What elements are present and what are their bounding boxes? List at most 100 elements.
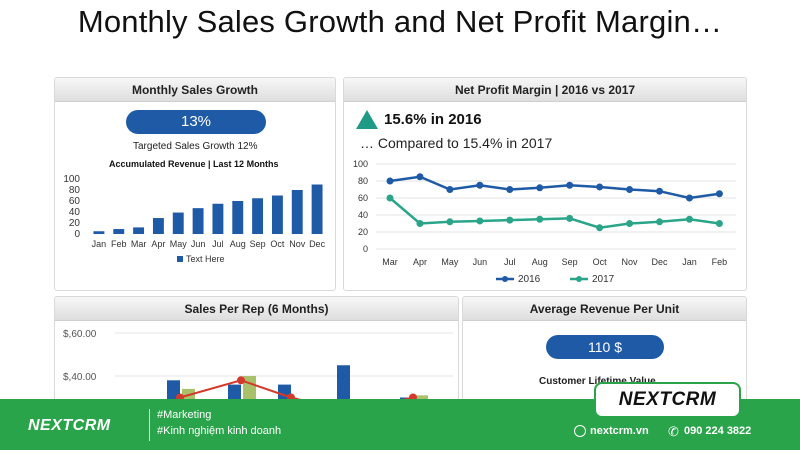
x-tick-label: Feb bbox=[712, 257, 728, 267]
data-point bbox=[685, 194, 693, 202]
revenue-bar bbox=[291, 190, 303, 234]
data-point bbox=[656, 218, 664, 226]
data-point bbox=[506, 216, 514, 224]
y-tick-label: 40 bbox=[358, 210, 368, 220]
net-profit-headline: 15.6% in 2016 bbox=[384, 111, 482, 128]
y-tick-label: 20 bbox=[358, 227, 368, 237]
sales-per-rep-chart: $,60.00 $,40.00 bbox=[63, 329, 453, 405]
legend-marker bbox=[576, 276, 582, 282]
x-tick-label: May bbox=[441, 257, 459, 267]
brand-logo-left[interactable]: NEXTCRM bbox=[28, 417, 111, 434]
x-tick-label: Apr bbox=[413, 257, 427, 267]
data-point bbox=[596, 183, 604, 191]
sales-per-rep-panel: Sales Per Rep (6 Months) $,60.00 $,40.00 bbox=[54, 296, 459, 406]
x-tick-label: Feb bbox=[111, 239, 127, 249]
tag-kinh-nghiem[interactable]: #Kinh nghiệm kinh doanh bbox=[157, 425, 282, 437]
data-point bbox=[386, 194, 394, 202]
y-tick-label: 80 bbox=[69, 185, 81, 196]
revenue-bar bbox=[113, 229, 125, 234]
x-tick-label: Jun bbox=[473, 257, 488, 267]
data-point bbox=[596, 224, 604, 232]
tag-marketing[interactable]: #Marketing bbox=[157, 409, 212, 421]
rep-line-point bbox=[237, 376, 245, 385]
data-point bbox=[416, 173, 424, 181]
x-tick-label: Aug bbox=[230, 239, 246, 249]
y-tick-label: 20 bbox=[69, 218, 81, 229]
revenue-bar bbox=[152, 218, 164, 234]
data-point bbox=[446, 186, 454, 193]
data-point bbox=[626, 186, 634, 193]
data-point bbox=[536, 215, 544, 223]
x-tick-label: Jul bbox=[504, 257, 516, 267]
x-tick-label: Dec bbox=[309, 239, 326, 249]
x-tick-label: May bbox=[170, 239, 188, 249]
data-point bbox=[656, 187, 664, 195]
avg-revenue-panel-title: Average Revenue Per Unit bbox=[463, 297, 746, 321]
y-tick-label: 100 bbox=[63, 174, 80, 185]
x-tick-label: Jan bbox=[682, 257, 697, 267]
y-tick-label: 80 bbox=[358, 176, 368, 186]
sales-growth-panel-title: Monthly Sales Growth bbox=[55, 78, 335, 102]
revenue-bar bbox=[133, 227, 145, 234]
net-profit-panel-title: Net Profit Margin | 2016 vs 2017 bbox=[344, 78, 746, 102]
revenue-bar bbox=[192, 208, 204, 234]
data-point bbox=[715, 190, 723, 198]
divider bbox=[149, 409, 150, 441]
triangle-up-icon bbox=[356, 110, 378, 129]
y-tick-label: 60 bbox=[358, 193, 368, 203]
sales-growth-panel: Monthly Sales Growth 13% Targeted Sales … bbox=[54, 77, 336, 291]
x-tick-label: Jul bbox=[212, 239, 224, 249]
sales-per-rep-panel-title: Sales Per Rep (6 Months) bbox=[55, 297, 458, 321]
data-point bbox=[566, 181, 574, 189]
y-tick-label: 60 bbox=[69, 196, 81, 207]
y-tick-label: 40 bbox=[69, 207, 81, 218]
revenue-bar bbox=[232, 201, 244, 234]
revenue-bar bbox=[311, 184, 323, 234]
y-tick-label: 0 bbox=[363, 244, 368, 254]
data-point bbox=[685, 215, 693, 223]
y-tick-label: $,40.00 bbox=[63, 372, 97, 383]
data-point bbox=[566, 214, 574, 222]
y-tick-label: $,60.00 bbox=[63, 329, 97, 340]
net-profit-panel: Net Profit Margin | 2016 vs 2017 15.6% i… bbox=[343, 77, 747, 291]
revenue-bar bbox=[271, 195, 283, 234]
x-tick-label: Mar bbox=[131, 239, 147, 249]
y-tick-label: 0 bbox=[74, 229, 80, 240]
website-link[interactable]: nextcrm.vn bbox=[590, 425, 649, 437]
phone-icon: ✆ bbox=[668, 424, 679, 439]
data-point bbox=[386, 177, 394, 185]
data-point bbox=[626, 220, 634, 227]
x-tick-label: Nov bbox=[622, 257, 639, 267]
data-point bbox=[446, 218, 454, 226]
data-point bbox=[536, 184, 544, 192]
x-tick-label: Jun bbox=[191, 239, 206, 249]
series-line bbox=[389, 175, 720, 200]
data-point bbox=[476, 181, 484, 189]
x-tick-label: Oct bbox=[593, 257, 608, 267]
rep-bar-blue bbox=[337, 365, 350, 405]
net-profit-compare: … Compared to 15.4% in 2017 bbox=[360, 135, 553, 151]
x-tick-label: Dec bbox=[652, 257, 669, 267]
data-point bbox=[476, 217, 484, 225]
x-tick-label: Aug bbox=[532, 257, 548, 267]
x-tick-label: Nov bbox=[289, 239, 306, 249]
x-tick-label: Oct bbox=[270, 239, 285, 249]
sales-growth-kpi: 13% bbox=[126, 110, 266, 134]
data-point bbox=[715, 220, 723, 227]
avg-revenue-kpi: 110 $ bbox=[546, 335, 664, 359]
legend-marker bbox=[502, 276, 508, 282]
revenue-bar bbox=[212, 203, 224, 234]
series-line bbox=[389, 197, 720, 230]
x-tick-label: Mar bbox=[382, 257, 398, 267]
phone-number[interactable]: 090 224 3822 bbox=[684, 425, 752, 437]
x-tick-label: Apr bbox=[151, 239, 165, 249]
brand-logo-box[interactable]: NEXTCRM bbox=[594, 382, 741, 418]
legend-label: 2017 bbox=[592, 274, 615, 285]
customer-lifetime-value-label: Customer Lifetime Value bbox=[539, 376, 656, 387]
revenue-bar bbox=[93, 231, 105, 234]
x-tick-label: Sep bbox=[250, 239, 266, 249]
data-point bbox=[416, 220, 424, 227]
globe-icon bbox=[574, 425, 586, 437]
